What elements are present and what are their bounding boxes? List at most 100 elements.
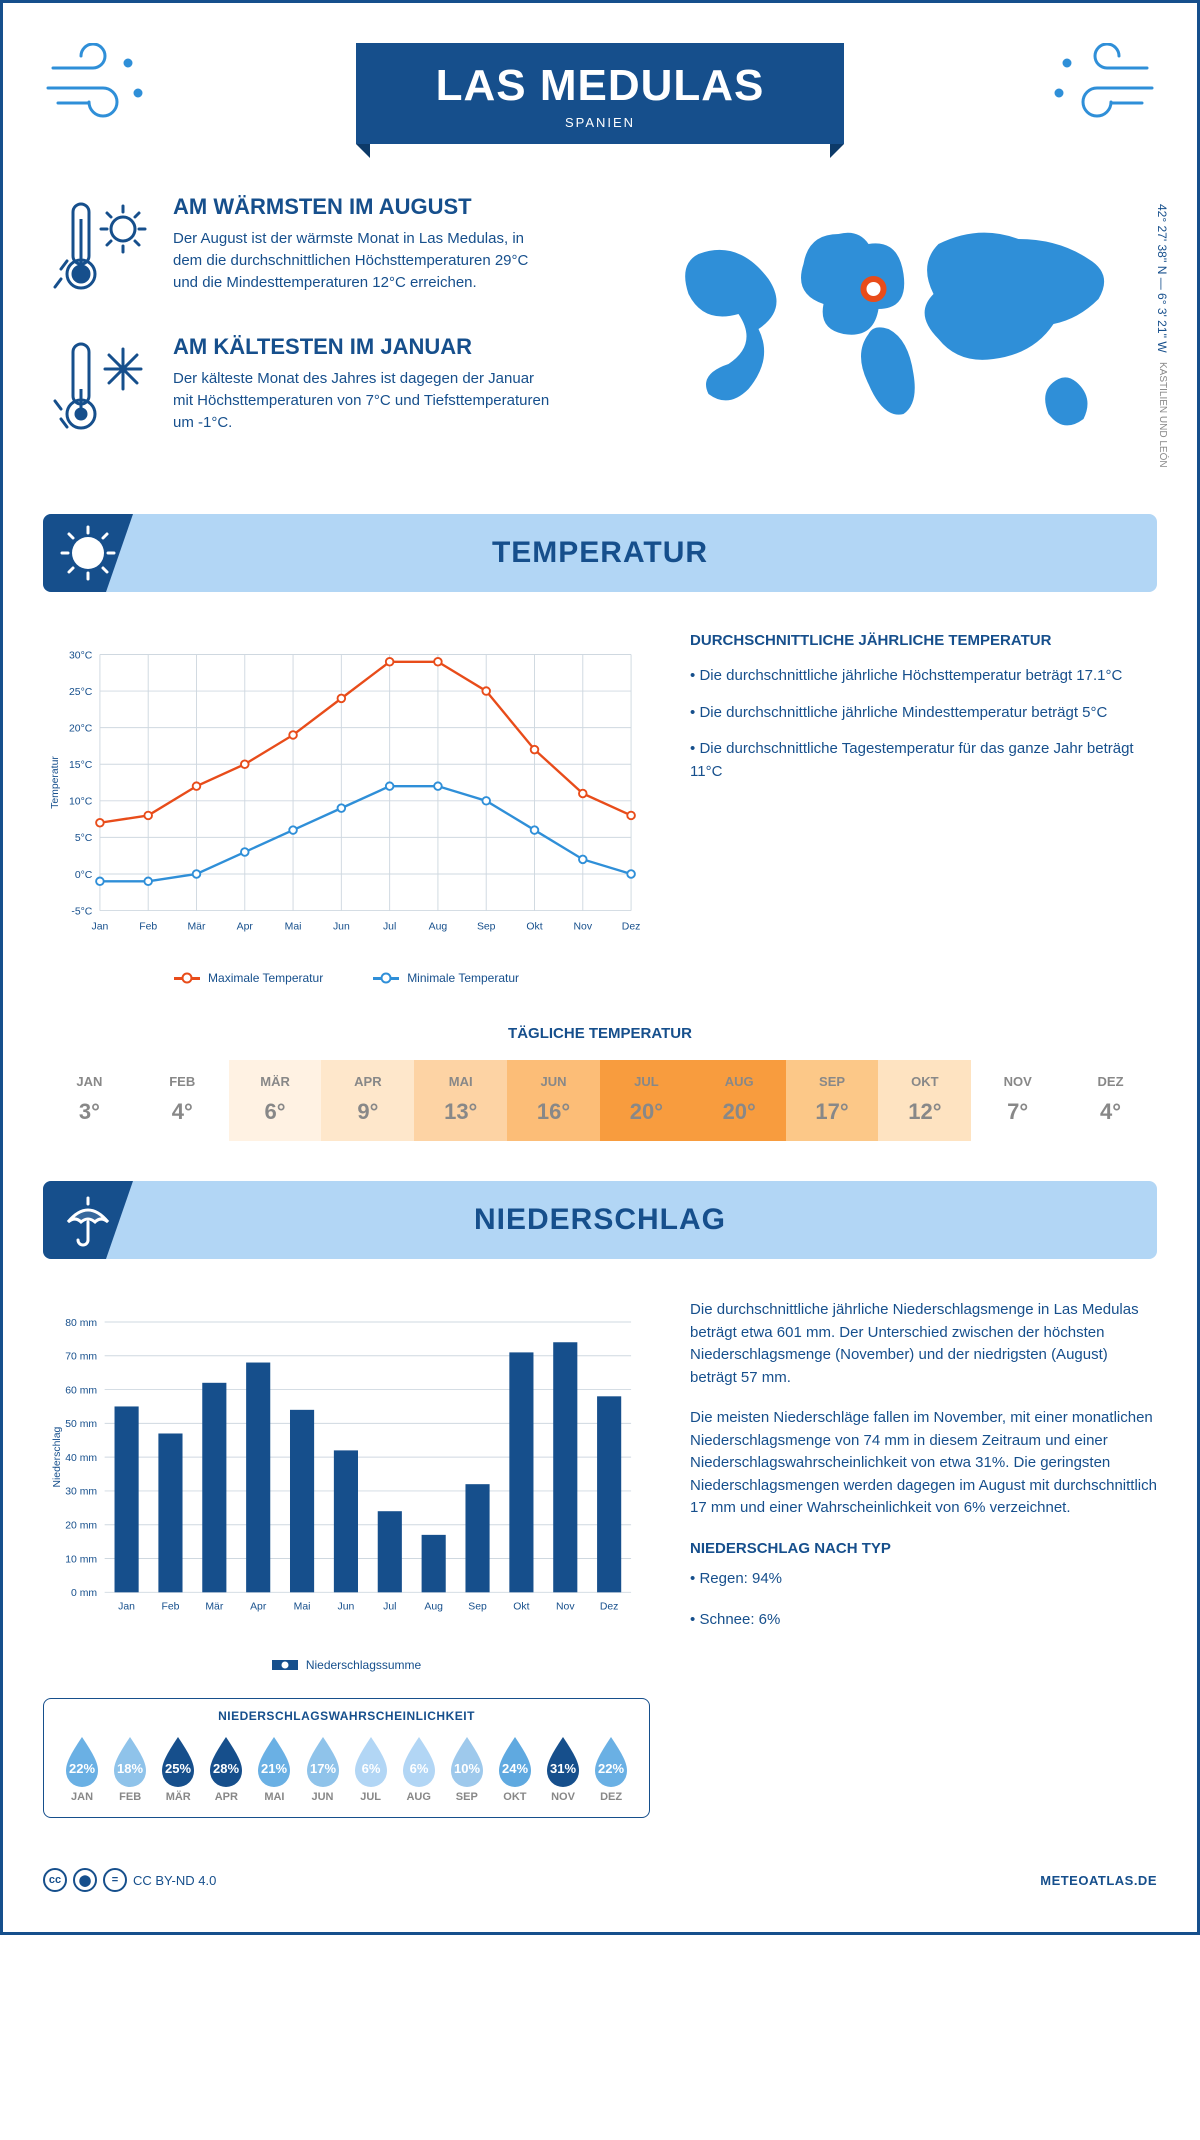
fact-coldest: AM KÄLTESTEN IM JANUAR Der kälteste Mona… bbox=[43, 334, 580, 444]
section-title: TEMPERATUR bbox=[65, 536, 1135, 570]
by-icon: ⬤ bbox=[73, 1868, 97, 1892]
fact-title: AM WÄRMSTEN IM AUGUST bbox=[173, 194, 553, 220]
svg-text:25°C: 25°C bbox=[69, 687, 93, 698]
daily-temp-title: TÄGLICHE TEMPERATUR bbox=[43, 1025, 1157, 1042]
svg-text:Nov: Nov bbox=[556, 1601, 575, 1612]
svg-text:Apr: Apr bbox=[237, 922, 254, 933]
svg-text:22%: 22% bbox=[598, 1761, 624, 1776]
probability-cell: 28%APR bbox=[202, 1735, 250, 1803]
svg-text:Mär: Mär bbox=[188, 922, 206, 933]
svg-text:18%: 18% bbox=[117, 1761, 143, 1776]
svg-text:Jan: Jan bbox=[92, 922, 109, 933]
svg-text:25%: 25% bbox=[165, 1761, 191, 1776]
page-title: LAS MEDULAS bbox=[436, 61, 765, 111]
daily-temp-cell: APR9° bbox=[321, 1060, 414, 1141]
svg-text:Mai: Mai bbox=[294, 1601, 311, 1612]
probability-cell: 24%OKT bbox=[491, 1735, 539, 1803]
page-footer: cc ⬤ = CC BY-ND 4.0 METEOATLAS.DE bbox=[43, 1868, 1157, 1892]
svg-text:6%: 6% bbox=[409, 1761, 428, 1776]
cc-icon: cc bbox=[43, 1868, 67, 1892]
svg-text:10°C: 10°C bbox=[69, 797, 93, 808]
sun-icon bbox=[43, 514, 133, 592]
svg-text:50 mm: 50 mm bbox=[65, 1419, 97, 1430]
svg-text:20 mm: 20 mm bbox=[65, 1521, 97, 1532]
svg-text:60 mm: 60 mm bbox=[65, 1385, 97, 1396]
fact-warmest: AM WÄRMSTEN IM AUGUST Der August ist der… bbox=[43, 194, 580, 304]
nd-icon: = bbox=[103, 1868, 127, 1892]
svg-text:24%: 24% bbox=[502, 1761, 528, 1776]
precipitation-bar-chart: 0 mm 10 mm 20 mm 30 mm 40 mm 50 mm 60 mm 70 mm 8… bbox=[43, 1299, 650, 1672]
probability-cell: 17%JUN bbox=[298, 1735, 346, 1803]
umbrella-icon bbox=[43, 1181, 133, 1259]
probability-cell: 6%JUL bbox=[347, 1735, 395, 1803]
svg-text:10%: 10% bbox=[454, 1761, 480, 1776]
svg-text:-5°C: -5°C bbox=[71, 906, 92, 917]
probability-cell: 10%SEP bbox=[443, 1735, 491, 1803]
precipitation-probability: NIEDERSCHLAGSWAHRSCHEINLICHKEIT 22%JAN18… bbox=[43, 1698, 650, 1818]
daily-temp-cell: MÄR6° bbox=[229, 1060, 322, 1141]
page-header: LAS MEDULAS SPANIEN bbox=[43, 43, 1157, 144]
svg-text:Feb: Feb bbox=[161, 1601, 179, 1612]
svg-text:70 mm: 70 mm bbox=[65, 1352, 97, 1363]
daily-temp-cell: JUL20° bbox=[600, 1060, 693, 1141]
svg-text:40 mm: 40 mm bbox=[65, 1453, 97, 1464]
fact-text: Der kälteste Monat des Jahres ist dagege… bbox=[173, 368, 553, 433]
svg-text:80 mm: 80 mm bbox=[65, 1318, 97, 1329]
daily-temp-cell: DEZ4° bbox=[1064, 1060, 1157, 1141]
daily-temp-cell: MAI13° bbox=[414, 1060, 507, 1141]
svg-text:Aug: Aug bbox=[429, 922, 448, 933]
probability-cell: 6%AUG bbox=[395, 1735, 443, 1803]
svg-text:15°C: 15°C bbox=[69, 760, 93, 771]
daily-temp-cell: JAN3° bbox=[43, 1060, 136, 1141]
svg-text:Jul: Jul bbox=[383, 1601, 396, 1612]
svg-text:Sep: Sep bbox=[468, 1601, 487, 1612]
probability-cell: 25%MÄR bbox=[154, 1735, 202, 1803]
svg-text:Okt: Okt bbox=[526, 922, 542, 933]
svg-text:Nov: Nov bbox=[574, 922, 593, 933]
daily-temp-cell: JUN16° bbox=[507, 1060, 600, 1141]
site-name: METEOATLAS.DE bbox=[1040, 1873, 1157, 1888]
section-temperature-header: TEMPERATUR bbox=[43, 514, 1157, 592]
svg-text:Aug: Aug bbox=[424, 1601, 443, 1612]
svg-text:6%: 6% bbox=[361, 1761, 380, 1776]
thermometer-sun-icon bbox=[43, 194, 153, 304]
svg-text:30 mm: 30 mm bbox=[65, 1487, 97, 1498]
svg-text:21%: 21% bbox=[261, 1761, 287, 1776]
svg-text:0°C: 0°C bbox=[75, 870, 93, 881]
daily-temp-cell: AUG20° bbox=[693, 1060, 786, 1141]
daily-temp-cell: NOV7° bbox=[971, 1060, 1064, 1141]
daily-temp-cell: OKT12° bbox=[878, 1060, 971, 1141]
world-map: 42° 27' 38'' N — 6° 3' 21'' W KASTILIEN … bbox=[620, 194, 1157, 474]
chart-legend: Maximale Temperatur Minimale Temperatur bbox=[43, 971, 650, 985]
svg-text:Mai: Mai bbox=[285, 922, 302, 933]
temperature-line-chart: -5°C0°C5°C10°C15°C20°C25°C30°CJanFebMärA… bbox=[43, 632, 650, 985]
fact-title: AM KÄLTESTEN IM JANUAR bbox=[173, 334, 553, 360]
svg-text:0 mm: 0 mm bbox=[71, 1588, 97, 1599]
daily-temp-cell: FEB4° bbox=[136, 1060, 229, 1141]
probability-cell: 21%MAI bbox=[250, 1735, 298, 1803]
svg-text:Jul: Jul bbox=[383, 922, 396, 933]
svg-text:10 mm: 10 mm bbox=[65, 1554, 97, 1565]
title-banner: LAS MEDULAS SPANIEN bbox=[356, 43, 845, 144]
probability-cell: 22%JAN bbox=[58, 1735, 106, 1803]
svg-text:Dez: Dez bbox=[622, 922, 641, 933]
temperature-summary: DURCHSCHNITTLICHE JÄHRLICHE TEMPERATUR •… bbox=[690, 632, 1157, 985]
section-precipitation-header: NIEDERSCHLAG bbox=[43, 1181, 1157, 1259]
svg-text:17%: 17% bbox=[310, 1761, 336, 1776]
wind-icon bbox=[1047, 43, 1157, 128]
daily-temp-cell: SEP17° bbox=[786, 1060, 879, 1141]
svg-text:22%: 22% bbox=[69, 1761, 95, 1776]
probability-cell: 18%FEB bbox=[106, 1735, 154, 1803]
svg-text:Apr: Apr bbox=[250, 1601, 267, 1612]
precipitation-summary: Die durchschnittliche jährliche Niedersc… bbox=[690, 1299, 1157, 1818]
wind-icon bbox=[43, 43, 153, 128]
svg-text:Jun: Jun bbox=[333, 922, 350, 933]
probability-cell: 31%NOV bbox=[539, 1735, 587, 1803]
svg-text:Niederschlag: Niederschlag bbox=[52, 1427, 63, 1488]
fact-text: Der August ist der wärmste Monat in Las … bbox=[173, 228, 553, 293]
svg-text:Jun: Jun bbox=[338, 1601, 355, 1612]
svg-text:Mär: Mär bbox=[205, 1601, 223, 1612]
thermometer-snow-icon bbox=[43, 334, 153, 444]
svg-text:31%: 31% bbox=[550, 1761, 576, 1776]
chart-legend: Niederschlagssumme bbox=[43, 1658, 650, 1672]
